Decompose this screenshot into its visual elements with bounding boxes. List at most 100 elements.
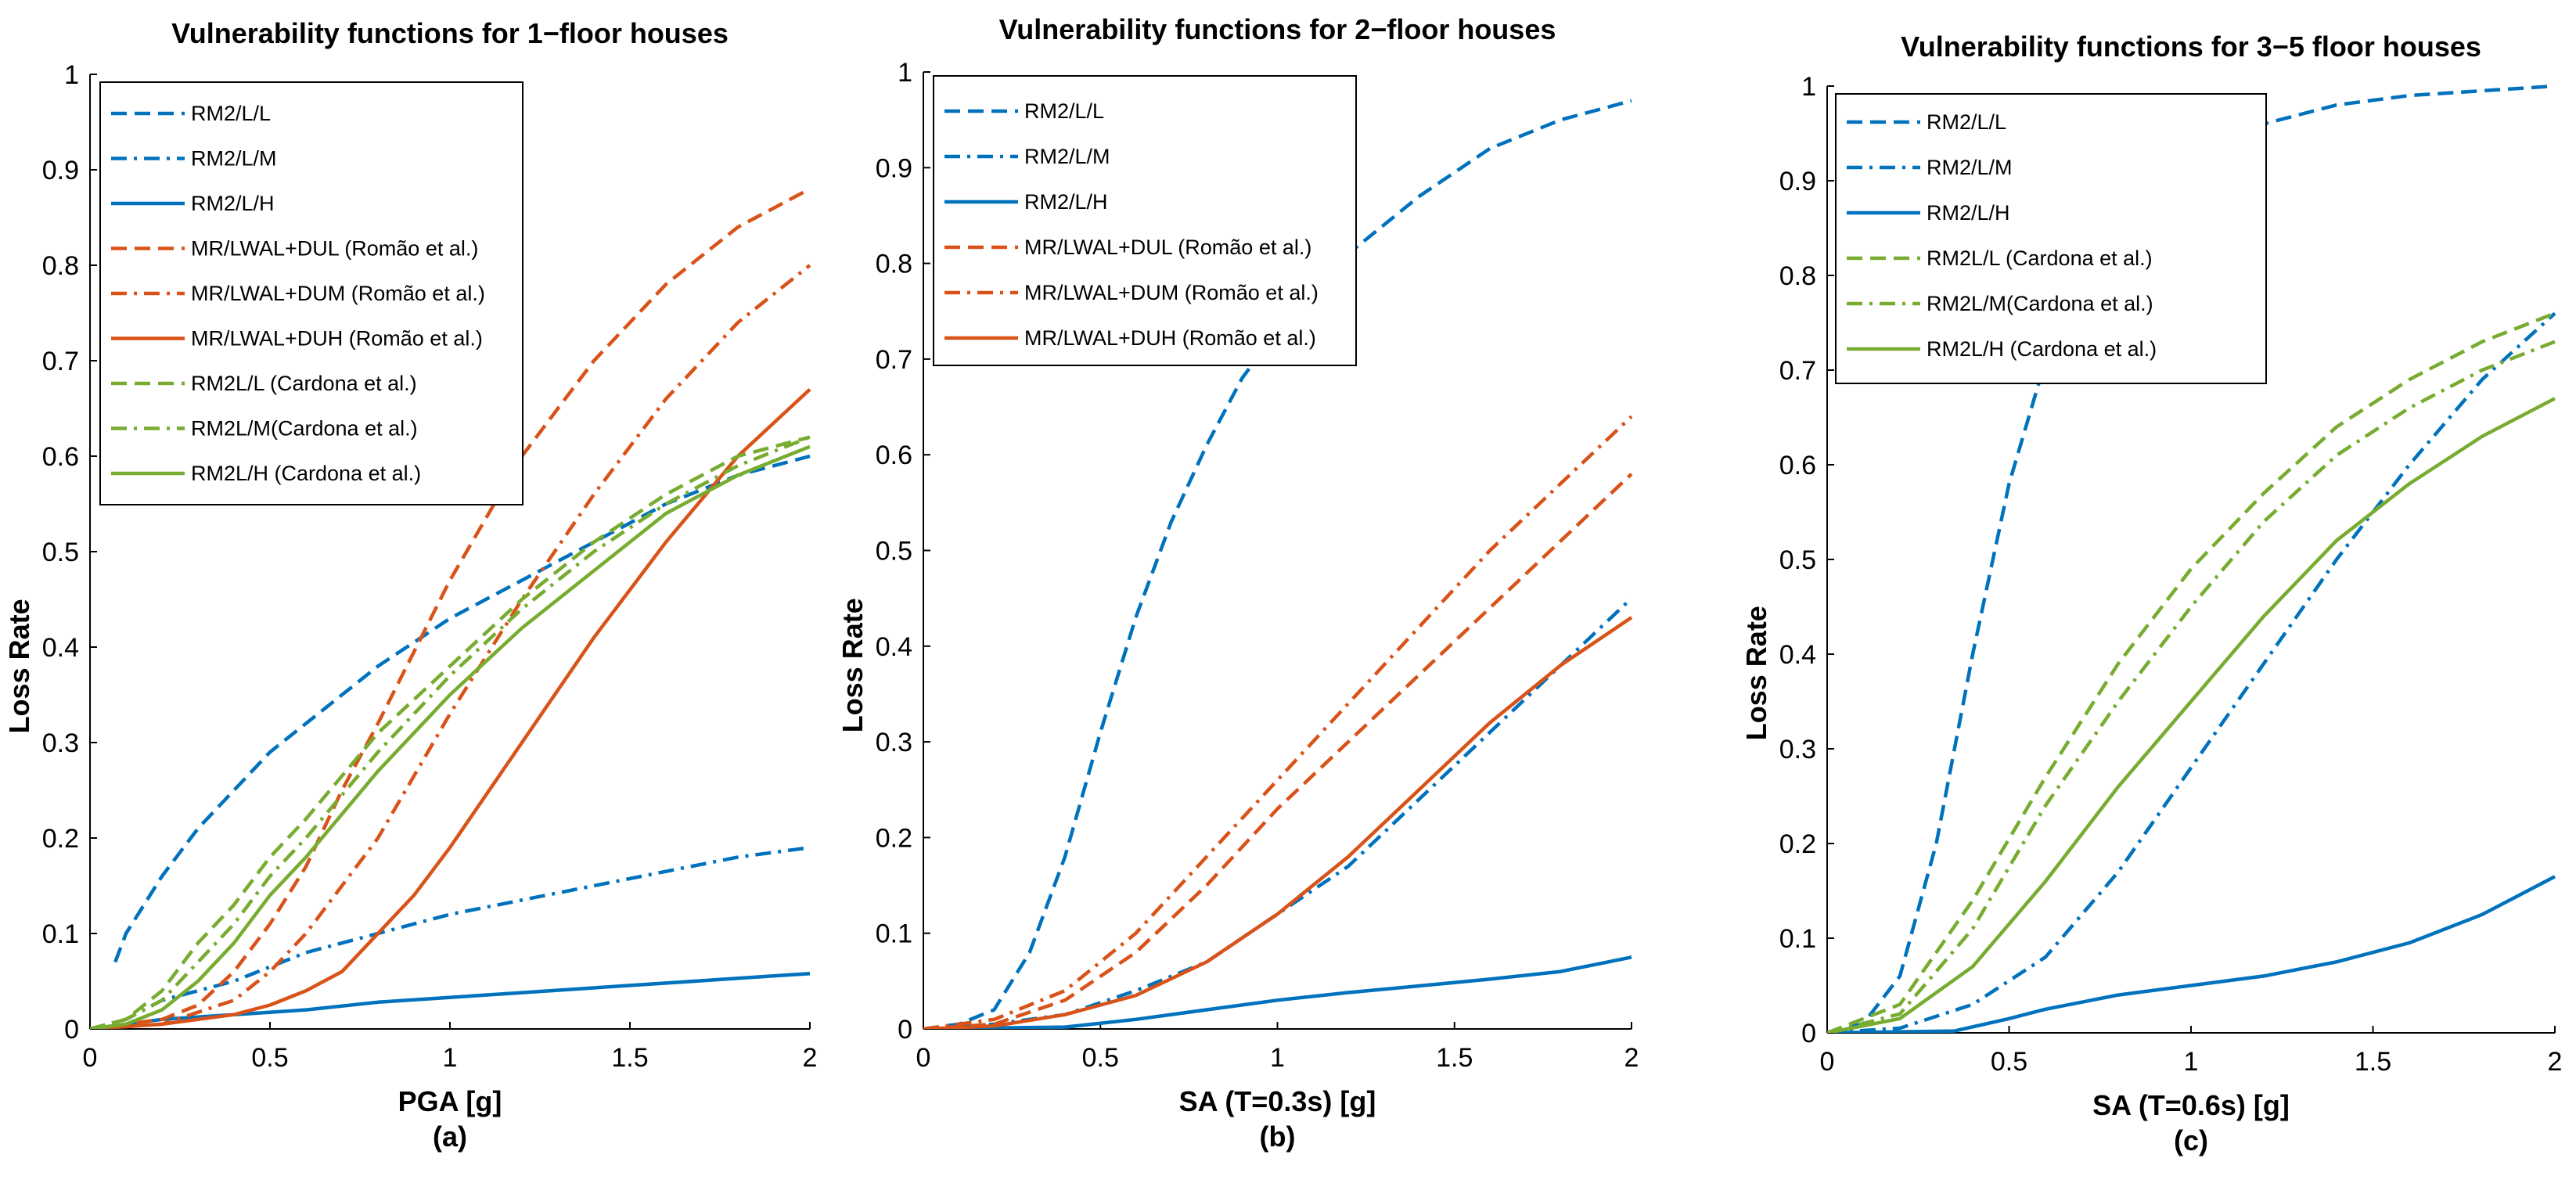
series-line-5: [1827, 340, 2556, 1033]
legend-entry-label: RM2L/H (Cardona et al.): [1927, 337, 2157, 361]
y-tick-label: 0.9: [1779, 167, 1816, 196]
legend-box: [1835, 93, 2267, 384]
series-line-2: [1827, 311, 2556, 1033]
chart-title: Vulnerability functions for 2−floor hous…: [999, 13, 1556, 45]
legend-entry-label: RM2/L/M: [191, 147, 277, 171]
x-tick-label: 2: [1624, 1043, 1639, 1073]
series-line-3: [1827, 875, 2556, 1033]
y-axis-label: Loss Rate: [3, 599, 35, 733]
x-tick-label: 2: [803, 1043, 818, 1073]
legend-entry-label: RM2L/H (Cardona et al.): [191, 462, 421, 485]
x-tick-label: 1.5: [2355, 1047, 2391, 1077]
y-tick-label: 1: [1801, 72, 1816, 102]
chart-title: Vulnerability functions for 3−5 floor ho…: [1901, 31, 2481, 63]
series-line-2: [923, 596, 1633, 1029]
y-tick-label: 0.5: [1779, 545, 1816, 575]
series-line-8: [90, 435, 811, 1029]
series-line-4: [1827, 311, 2556, 1033]
y-tick-label: 0.4: [42, 633, 79, 663]
y-tick-label: 0.8: [42, 251, 79, 281]
series-line-5: [90, 264, 811, 1029]
x-axis-label: PGA [g]: [398, 1085, 502, 1117]
y-tick-label: 0.6: [1779, 451, 1816, 480]
legend-entry-label: RM2L/M(Cardona et al.): [191, 417, 418, 441]
y-tick-label: 0.4: [876, 632, 912, 662]
legend: RM2/L/L RM2/L/M RM2/L/H RM2L/L (Cardona et …: [1835, 93, 2267, 384]
series-line-6: [90, 387, 811, 1029]
legend-box: [99, 81, 523, 505]
y-tick-label: 0.6: [876, 441, 912, 470]
panel-caption: (b): [1260, 1120, 1296, 1153]
legend-entry-label: RM2/L/L: [1024, 99, 1104, 123]
y-tick-label: 1: [64, 60, 79, 90]
series-line-1: [113, 454, 811, 963]
y-tick-label: 0.3: [1779, 735, 1816, 764]
series-line-6: [923, 616, 1633, 1029]
series-line-7: [90, 435, 811, 1029]
x-tick-label: 1.5: [1436, 1043, 1473, 1073]
x-axis-label: SA (T=0.3s) [g]: [1179, 1085, 1376, 1117]
x-axis-label: SA (T=0.6s) [g]: [2092, 1089, 2290, 1121]
series-line-4: [923, 473, 1633, 1029]
legend-entry-label: MR/LWAL+DUL (Romão et al.): [191, 237, 478, 261]
series-line-1: [923, 99, 1632, 1029]
panel-caption: (c): [2174, 1124, 2208, 1156]
series-group: [90, 187, 811, 1029]
y-tick-label: 0.2: [42, 824, 79, 854]
x-tick-label: 0.5: [251, 1043, 288, 1073]
x-tick-label: 1: [2184, 1047, 2199, 1077]
legend-entry-label: RM2L/M(Cardona et al.): [1927, 292, 2153, 315]
legend-entry-label: RM2/L/M: [1927, 156, 2013, 179]
y-tick-label: 0.8: [1779, 261, 1816, 291]
chart-panel-1: Vulnerability functions for 1−floor hous…: [3, 17, 817, 1153]
y-tick-label: 0.8: [876, 250, 912, 279]
panel-caption: (a): [433, 1120, 467, 1153]
series-line-9: [90, 444, 811, 1029]
legend-entry-label: MR/LWAL+DUM (Romão et al.): [1024, 281, 1319, 304]
y-tick-label: 0.5: [42, 538, 79, 567]
series-group: [923, 99, 1633, 1029]
x-tick-label: 1.5: [611, 1043, 648, 1073]
legend-entry-label: RM2/L/H: [1927, 201, 2010, 225]
x-tick-label: 1: [443, 1043, 458, 1073]
y-axis-label: Loss Rate: [836, 598, 869, 732]
chart-panel-3: Vulnerability functions for 3−5 floor ho…: [1740, 31, 2562, 1156]
legend-entry-label: MR/LWAL+DUH (Romão et al.): [1024, 326, 1316, 350]
y-tick-label: 0.2: [876, 823, 912, 853]
series-line-5: [923, 415, 1633, 1029]
y-tick-label: 0.3: [42, 728, 79, 758]
y-tick-label: 0.7: [876, 345, 912, 375]
x-tick-label: 0.5: [1991, 1047, 2027, 1077]
series-line-6: [1827, 397, 2556, 1033]
y-tick-label: 0.3: [876, 728, 912, 757]
y-tick-label: 0.7: [42, 347, 79, 376]
legend-entry-label: RM2/L/L: [1927, 110, 2006, 134]
y-tick-label: 0.1: [42, 919, 79, 949]
x-tick-label: 0.5: [1082, 1043, 1119, 1073]
legend-entry-label: RM2L/L (Cardona et al.): [1927, 246, 2153, 270]
y-tick-label: 0.5: [876, 537, 912, 567]
y-tick-label: 0: [64, 1015, 79, 1045]
x-tick-label: 0: [83, 1043, 98, 1073]
series-line-3: [923, 955, 1632, 1029]
y-tick-label: 0.9: [42, 156, 79, 185]
y-axis-label: Loss Rate: [1740, 606, 1772, 740]
chart-title: Vulnerability functions for 1−floor hous…: [171, 17, 729, 49]
y-tick-label: 0.9: [876, 153, 912, 183]
y-tick-label: 0.1: [1779, 924, 1816, 954]
x-tick-label: 0: [1820, 1047, 1835, 1077]
x-tick-label: 0: [916, 1043, 931, 1073]
legend: RM2/L/L RM2/L/M RM2/L/H MR/LWAL+DUL (Romão …: [99, 81, 523, 505]
y-tick-label: 0.1: [876, 919, 912, 949]
legend-entry-label: MR/LWAL+DUM (Romão et al.): [191, 282, 485, 305]
legend-entry-label: MR/LWAL+DUL (Romão et al.): [1024, 236, 1311, 259]
legend-entry-label: RM2/L/H: [1024, 190, 1108, 214]
y-tick-label: 0: [1801, 1019, 1816, 1049]
legend-box: [933, 75, 1357, 366]
x-tick-label: 1: [1270, 1043, 1285, 1073]
y-tick-label: 0: [898, 1015, 912, 1045]
legend-entry-label: RM2/L/L: [191, 102, 271, 125]
x-tick-label: 2: [2548, 1047, 2563, 1077]
legend-entry-label: RM2/L/M: [1024, 145, 1110, 168]
